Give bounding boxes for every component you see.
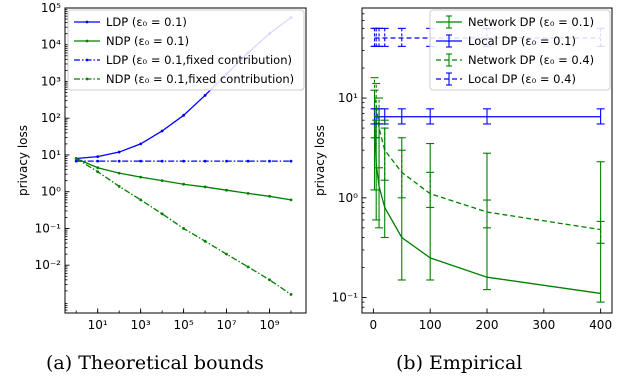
y-tick-label: 10²: [41, 111, 61, 125]
data-point: [182, 113, 186, 117]
data-point: [182, 159, 186, 163]
legend-label: Network DP (ε₀ = 0.1): [468, 15, 594, 29]
y-tick-label: 10⁰: [41, 185, 61, 199]
y-tick-label: 10¹: [41, 148, 61, 162]
legend-swatch-dot: [85, 77, 89, 81]
y-axis-label: privacy loss: [16, 125, 30, 196]
data-point: [74, 159, 78, 163]
data-point: [203, 93, 207, 97]
data-point: [160, 179, 164, 183]
legend-swatch-dot: [85, 20, 89, 24]
data-point: [117, 184, 121, 188]
data-point: [225, 188, 228, 192]
data-point: [139, 159, 143, 163]
y-tick-label: 10⁻¹: [332, 291, 359, 305]
chart-theoretical-bounds: 10⁻² 10⁻¹ 10⁰ 10¹ 10² 10³ 10⁴ 10⁵ 10¹ 10³ 10⁵ 10⁷ 10…: [16, 1, 307, 330]
data-point: [289, 198, 293, 202]
legend-swatch-dot: [85, 58, 89, 62]
y-tick-label: 10⁻²: [35, 258, 62, 272]
data-point: [225, 252, 228, 256]
data-point: [246, 265, 250, 269]
plot-frame: [361, 7, 613, 314]
x-tick-label: 10⁹: [259, 318, 279, 330]
caption-empirical: (b) Empirical: [396, 352, 523, 374]
data-point: [289, 159, 293, 163]
y-tick-label: 10⁵: [41, 1, 61, 15]
data-point: [96, 155, 100, 159]
legend-box: [67, 9, 305, 91]
series-line: [373, 120, 601, 295]
data-point: [139, 198, 143, 202]
data-point: [117, 150, 121, 154]
legend-label: Network DP (ε₀ = 0.4): [468, 53, 594, 67]
series-line: [75, 157, 292, 295]
data-point: [268, 159, 271, 163]
data-point: [268, 194, 271, 198]
legend-label: Local DP (ε₀ = 0.1): [468, 34, 576, 48]
data-point: [160, 129, 164, 133]
legend-box: [429, 9, 611, 91]
data-point: [96, 166, 100, 170]
y-tick-label: 10¹: [338, 91, 358, 105]
data-point: [139, 142, 143, 146]
x-tick-label: 300: [532, 318, 555, 330]
legend-label: NDP (ε₀ = 0.1,fixed contribution): [106, 72, 294, 86]
data-point: [117, 159, 121, 163]
data-point: [117, 171, 121, 175]
x-tick-label: 400: [589, 318, 612, 330]
y-tick-label: 10⁴: [41, 38, 61, 52]
data-point: [182, 227, 186, 230]
data-point: [203, 239, 207, 243]
x-tick-label: 10⁵: [174, 318, 194, 330]
data-point: [182, 182, 186, 186]
legend-label: Local DP (ε₀ = 0.4): [468, 72, 576, 86]
y-tick-label: 10⁰: [338, 191, 358, 205]
x-tick-label: 0: [370, 318, 378, 330]
plot-frame: [64, 7, 307, 314]
legend-swatch-dot: [85, 39, 89, 43]
x-tick-label: 10⁷: [217, 318, 237, 330]
data-point: [246, 159, 250, 163]
data-point: [246, 191, 250, 195]
data-point: [203, 185, 207, 189]
y-tick-label: 10⁻¹: [35, 221, 62, 235]
x-tick-label: 10¹: [88, 318, 108, 330]
legend-label: LDP (ε₀ = 0.1): [106, 15, 187, 29]
data-point: [160, 159, 164, 163]
chart-empirical: 10⁻¹10⁰10¹0100200300400nprivacy lossNetw…: [313, 7, 613, 330]
data-point: [160, 212, 164, 216]
data-point: [74, 157, 78, 160]
data-point: [289, 293, 293, 296]
x-tick-label: 100: [419, 318, 442, 330]
x-tick-label: 10³: [131, 318, 151, 330]
legend-label: LDP (ε₀ = 0.1,fixed contribution): [106, 53, 292, 67]
data-point: [96, 170, 100, 174]
x-tick-label: 200: [476, 318, 499, 330]
legend-label: NDP (ε₀ = 0.1): [106, 34, 189, 48]
data-point: [96, 159, 100, 163]
data-point: [203, 159, 207, 163]
data-point: [268, 278, 271, 282]
y-tick-label: 10³: [41, 74, 61, 88]
series-line: [373, 97, 601, 231]
y-axis-label: privacy loss: [313, 125, 327, 196]
figure: 10⁻² 10⁻¹ 10⁰ 10¹ 10² 10³ 10⁴ 10⁵ 10¹ 10³ 10⁵ 10⁷ 10…: [16, 1, 613, 330]
data-point: [225, 159, 228, 163]
caption-theoretical: (a) Theoretical bounds: [46, 352, 264, 374]
data-point: [139, 175, 143, 179]
